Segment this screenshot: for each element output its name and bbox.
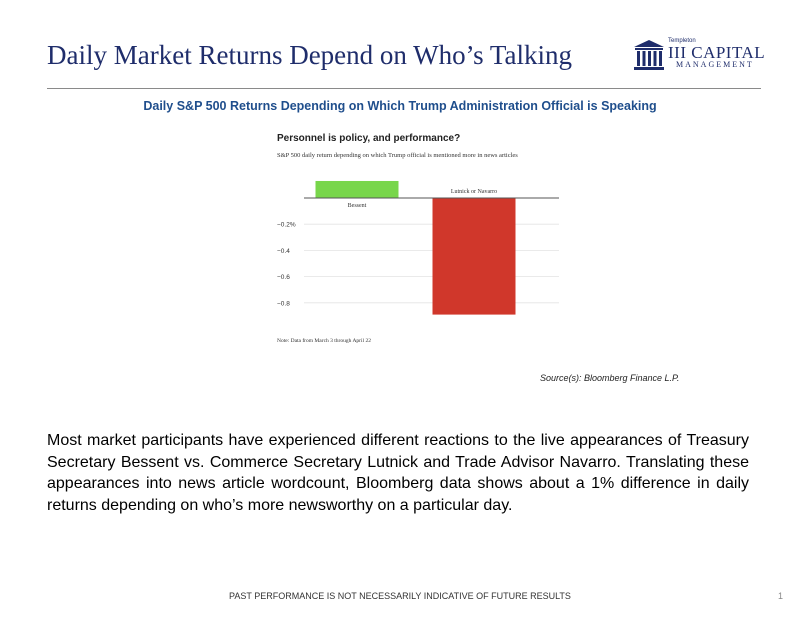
chart-caption: Daily S&P 500 Returns Depending on Which… xyxy=(143,99,657,113)
slide-title: Daily Market Returns Depend on Who’s Tal… xyxy=(47,40,573,70)
chart-title: Personnel is policy, and performance? xyxy=(277,133,461,144)
source-note: Source(s): Bloomberg Finance L.P. xyxy=(540,373,680,383)
y-tick-label: −0.2% xyxy=(277,222,296,229)
bar-lutnick-or-navarro xyxy=(432,198,516,315)
body-paragraph: Most market participants have experience… xyxy=(47,432,749,514)
bar-bessent xyxy=(315,180,399,198)
chart-plot: −0.2% −0.4 −0.6 −0.8 Bessent Lutnick or Navar… xyxy=(277,180,559,315)
logo-small-text: Templeton xyxy=(668,38,696,44)
chart-note: Note: Data from March 3 through April 22 xyxy=(277,338,371,344)
building-icon xyxy=(634,40,664,70)
bar-category-label: Lutnick or Navarro xyxy=(451,189,497,195)
disclaimer-footer: PAST PERFORMANCE IS NOT NECESSARILY INDI… xyxy=(229,591,571,601)
page-number: 1 xyxy=(778,591,784,601)
y-tick-label: −0.4 xyxy=(277,248,290,255)
logo-subtitle: MANAGEMENT xyxy=(676,60,754,69)
bar-chart: −0.2% −0.4 −0.6 −0.8 Bessent Lutnick or Navar… xyxy=(268,128,568,353)
company-logo: Templeton III CAPITAL MANAGEMENT xyxy=(632,38,766,72)
chart-subtitle: S&P 500 daily return depending on which … xyxy=(277,152,518,159)
title-divider xyxy=(47,88,761,89)
logo-name: III CAPITAL xyxy=(668,43,766,62)
bar-category-label: Bessent xyxy=(348,203,367,209)
y-tick-label: −0.8 xyxy=(277,300,290,307)
y-tick-label: −0.6 xyxy=(277,274,290,281)
